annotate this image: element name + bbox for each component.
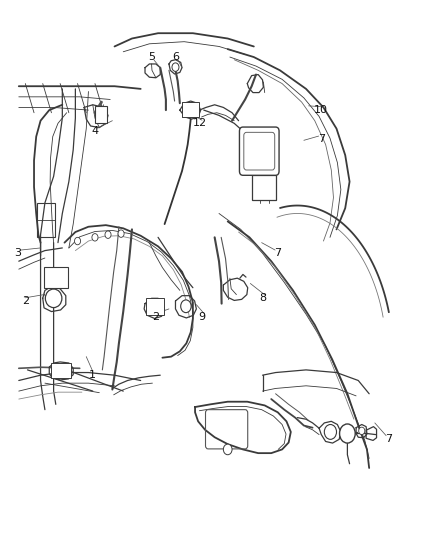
Text: 7: 7 [274, 248, 281, 259]
Bar [146, 298, 164, 316]
Text: 10: 10 [314, 105, 328, 115]
Bar [44, 266, 68, 288]
Text: 8: 8 [259, 293, 266, 303]
Text: 4: 4 [92, 126, 99, 136]
Circle shape [74, 237, 81, 245]
Circle shape [359, 427, 365, 434]
Circle shape [105, 231, 111, 238]
Circle shape [92, 233, 98, 241]
Text: 12: 12 [192, 118, 206, 128]
Bar [51, 363, 71, 378]
Text: 3: 3 [14, 248, 21, 259]
Text: 2: 2 [152, 312, 159, 322]
Text: 9: 9 [198, 312, 205, 322]
Bar [37, 203, 55, 237]
Bar [95, 107, 107, 123]
Text: 5: 5 [148, 52, 155, 62]
Bar [252, 175, 276, 200]
FancyBboxPatch shape [244, 132, 275, 170]
Text: 1: 1 [89, 370, 96, 380]
Ellipse shape [46, 289, 62, 308]
Text: 7: 7 [385, 434, 392, 444]
Circle shape [181, 300, 191, 313]
Text: 6: 6 [172, 52, 179, 62]
Circle shape [324, 424, 336, 439]
Bar [182, 102, 198, 117]
Text: 7: 7 [318, 134, 325, 144]
Circle shape [118, 230, 124, 237]
Text: 2: 2 [22, 296, 29, 306]
Circle shape [223, 444, 232, 455]
FancyBboxPatch shape [240, 127, 279, 175]
Circle shape [172, 63, 179, 71]
Circle shape [339, 424, 355, 443]
